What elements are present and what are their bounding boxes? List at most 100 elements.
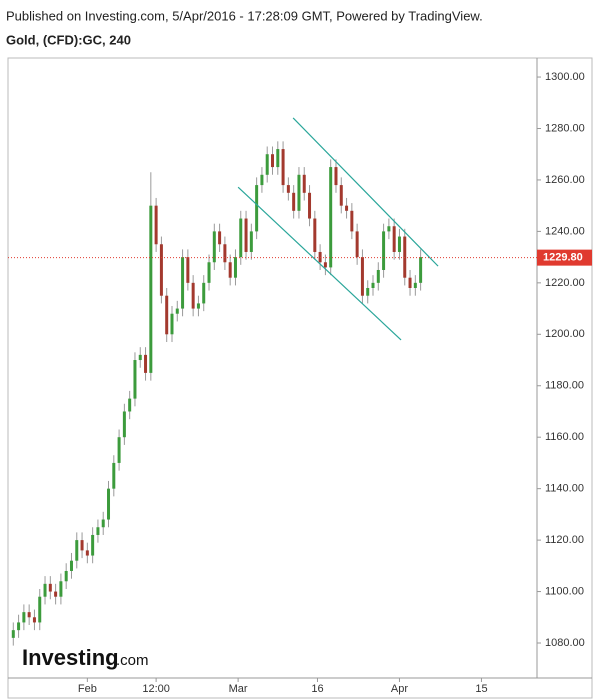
candle-body (181, 257, 185, 309)
candle-body (191, 282, 195, 309)
candle-body (138, 354, 142, 361)
candle-body (313, 218, 317, 252)
candle-body (302, 174, 306, 193)
y-tick-label: 1160.00 (545, 431, 584, 443)
y-tick-label: 1140.00 (545, 483, 584, 495)
candle-body (212, 231, 216, 263)
candle-body (149, 205, 153, 373)
candle-body (159, 244, 163, 296)
x-tick-label: 16 (311, 683, 323, 695)
candle-body (107, 488, 111, 520)
brand: Investing (22, 645, 119, 670)
y-tick-label: 1260.00 (545, 174, 585, 186)
candle-body (265, 154, 269, 175)
candle-body (233, 257, 237, 278)
caption: Published on Investing.com, 5/Apr/2016 -… (6, 8, 483, 23)
candle-body (286, 185, 290, 193)
y-tick-label: 1200.00 (545, 328, 585, 340)
candle-body (403, 236, 407, 278)
candle-body (170, 313, 174, 335)
candle-body (297, 174, 301, 211)
chart-title: Gold, (CFD):GC, 240 (6, 32, 131, 47)
candle-body (144, 354, 148, 373)
candle-body (392, 226, 396, 252)
candle-body (387, 226, 391, 232)
candle-body (112, 462, 116, 489)
candle-body (260, 174, 264, 186)
candle-body (117, 437, 121, 463)
candle-body (382, 231, 386, 270)
candle-body (339, 185, 343, 206)
candle-body (80, 540, 84, 551)
x-tick-label: 12:00 (142, 683, 170, 695)
y-tick-label: 1180.00 (545, 380, 584, 392)
y-tick-label: 1300.00 (545, 71, 585, 83)
candle-body (202, 282, 206, 304)
trendline (292, 117, 439, 267)
candle-body (244, 218, 248, 252)
candle-body (175, 308, 179, 314)
candle-body (323, 262, 327, 268)
candle-body (281, 149, 285, 186)
candle-body (43, 583, 47, 597)
candle-body (64, 570, 68, 582)
candle-body (96, 527, 100, 535)
frame (7, 57, 593, 699)
candle-body (91, 534, 95, 556)
x-tick-label: Apr (391, 683, 408, 695)
candle-body (249, 231, 253, 252)
trendline (237, 186, 402, 341)
brand-suffix: .com (116, 652, 149, 669)
candle-body (345, 205, 349, 211)
x-tick-label: 15 (475, 683, 487, 695)
candle-body (355, 231, 359, 258)
candle-body (292, 192, 296, 211)
candle-body (223, 244, 227, 263)
candle-body (22, 612, 26, 623)
candle-body (276, 149, 280, 168)
candle-body (366, 287, 370, 296)
candle-body (371, 282, 375, 288)
candle-body (308, 192, 312, 219)
y-tick-label: 1240.00 (545, 225, 585, 237)
y-tick-label: 1080.00 (545, 637, 585, 649)
candle-body (48, 583, 52, 592)
candle-body (271, 154, 274, 168)
y-tick-label: 1220.00 (545, 277, 585, 289)
candle-body (85, 550, 89, 556)
candle-body (133, 360, 137, 399)
candle-body (255, 185, 259, 232)
last-price-label: 1229.80 (543, 252, 583, 264)
candle-body (54, 591, 58, 597)
candle-body (32, 617, 36, 623)
candle-body (239, 218, 243, 258)
candle-body (318, 251, 322, 263)
candle-body (165, 295, 169, 335)
candle-body (376, 269, 380, 283)
y-tick-label: 1120.00 (545, 534, 584, 546)
candle-body (59, 581, 63, 597)
candle-body (334, 167, 338, 186)
x-tick-label: Feb (78, 683, 97, 695)
candle-body (69, 560, 73, 571)
candle-body (413, 282, 417, 288)
candle-body (360, 257, 364, 296)
candle-body (419, 257, 423, 283)
candle-body (218, 231, 222, 245)
y-tick-label: 1100.00 (545, 585, 584, 597)
candle-body (196, 303, 200, 309)
candle-body (154, 205, 158, 245)
x-tick-label: Mar (229, 683, 248, 695)
candle-body (27, 612, 31, 618)
candle-body (101, 519, 105, 528)
candle-body (128, 398, 132, 412)
candle-body (122, 411, 126, 438)
candle-body (408, 277, 412, 288)
candle-body (207, 262, 211, 283)
candle-body (38, 596, 42, 623)
candle-body (11, 630, 15, 638)
last-price-box (537, 249, 592, 266)
candle-body (329, 167, 333, 268)
candle-body (350, 210, 354, 232)
